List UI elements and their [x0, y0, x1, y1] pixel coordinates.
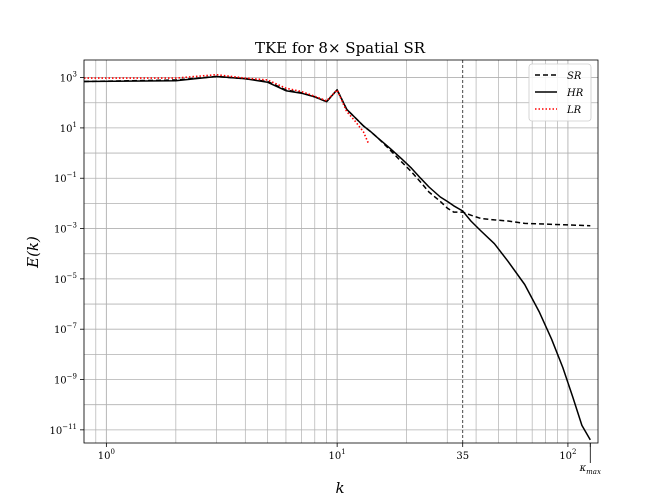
grid-lines — [83, 60, 598, 443]
legend-label-sr: SR — [567, 71, 582, 82]
plot-frame — [83, 59, 599, 444]
x-tick-label: 35 — [456, 451, 469, 462]
y-tick-label: 10−11 — [49, 423, 77, 437]
legend-box — [528, 63, 592, 122]
y-tick-label: 10−5 — [54, 272, 77, 286]
x-tick-label: κmax — [579, 463, 601, 476]
legend-label-lr: LR — [566, 105, 582, 116]
x-tick-label: 100 — [98, 448, 115, 462]
y-tick-label: 10−1 — [54, 171, 77, 185]
legend-label-hr: HR — [566, 88, 584, 99]
x-axis-label: k — [335, 479, 344, 497]
y-axis-label: E(k) — [24, 236, 42, 269]
x-tick-label: 101 — [329, 448, 346, 462]
y-tick-label: 10−7 — [54, 322, 77, 336]
x-tick-label: 102 — [559, 448, 576, 462]
series-hr-line — [83, 75, 591, 441]
y-tick-label: 103 — [60, 71, 77, 85]
y-tick-label: 10−3 — [54, 222, 77, 236]
chart-title: TKE for 8× Spatial SR — [255, 39, 426, 57]
series-lr-line — [84, 73, 370, 145]
series-sr-line — [83, 75, 591, 227]
y-tick-label: 10−9 — [54, 373, 77, 387]
legend: SR HR LR — [528, 63, 592, 122]
y-tick-label: 101 — [60, 121, 77, 135]
series-lines — [83, 73, 591, 441]
